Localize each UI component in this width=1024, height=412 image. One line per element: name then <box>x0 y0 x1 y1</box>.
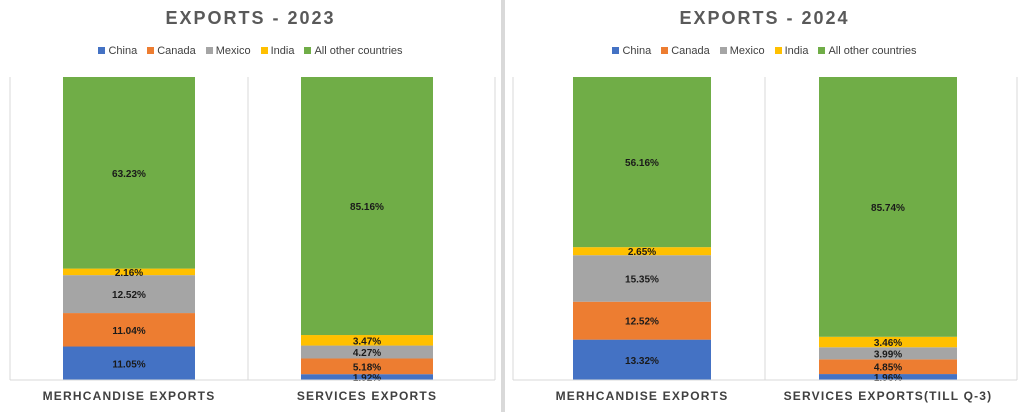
legend-swatch <box>260 47 268 54</box>
bar-segment-china <box>819 374 957 380</box>
data-label: 4.27% <box>353 348 381 359</box>
data-label: 11.05% <box>112 359 145 370</box>
chart-title: EXPORTS - 2024 <box>679 8 850 28</box>
legend-item-china: China <box>98 45 137 57</box>
data-label: 12.52% <box>625 317 659 328</box>
data-label: 11.04% <box>112 326 145 337</box>
bar-segment-all-other-countries <box>301 77 433 336</box>
legend-item-mexico: Mexico <box>205 45 251 57</box>
legend-label: All other countries <box>828 45 917 57</box>
legend-swatch <box>612 47 620 54</box>
legend-label: Mexico <box>215 45 251 57</box>
legend-swatch <box>304 47 312 54</box>
chart-legend: China Canada Mexico India All other countrie… <box>505 45 1024 57</box>
legend-label: Canada <box>157 45 196 57</box>
bar-segment-canada <box>573 301 711 340</box>
legend-swatch <box>818 47 826 54</box>
data-label: 2.65% <box>628 247 656 258</box>
chart-title: EXPORTS - 2023 <box>165 8 336 28</box>
legend-label: Mexico <box>729 45 765 57</box>
legend-label: China <box>108 45 138 57</box>
data-label: 3.46% <box>874 338 902 349</box>
legend-label: All other countries <box>314 45 403 57</box>
data-label: 63.23% <box>112 169 146 180</box>
bar-segment-india <box>301 335 433 346</box>
chart-legend: China Canada Mexico India All other countrie… <box>0 45 501 57</box>
bar-segment-india <box>573 247 711 256</box>
legend-swatch <box>719 47 727 54</box>
data-label: 85.74% <box>871 203 905 214</box>
bar-segment-all-other-countries <box>63 77 195 269</box>
data-label: 1.92% <box>353 373 381 384</box>
legend-label: India <box>270 45 295 57</box>
legend-label: China <box>622 45 652 57</box>
bar-segment-all-other-countries <box>819 77 957 337</box>
legend-item-all-other-countries: All other countries <box>818 45 917 57</box>
legend-item-india: India <box>774 45 809 57</box>
bar-segment-china <box>573 339 711 380</box>
data-label: 4.85% <box>874 363 902 374</box>
legend-item-mexico: Mexico <box>719 45 765 57</box>
data-label: 2.16% <box>115 268 143 279</box>
data-label: 13.32% <box>625 356 659 367</box>
chart-plot: 11.05% 11.04% 12.52% 2.16% 63.23% MERHCANDISE… <box>9 77 496 403</box>
legend-swatch <box>147 47 155 54</box>
data-label: 12.52% <box>112 290 146 301</box>
category-label: MERHCANDISE EXPORTS <box>43 389 216 403</box>
bar-segment-mexico <box>573 255 711 302</box>
bar-segment-canada <box>819 359 957 375</box>
chart-plot: 13.32% 12.52% 15.35% 2.65% 56.16% MERHCANDISE… <box>512 77 1018 403</box>
bar-segment-all-other-countries <box>573 77 711 248</box>
legend-item-canada: Canada <box>661 45 710 57</box>
data-label: 3.47% <box>353 336 381 347</box>
bar-segment-mexico <box>819 347 957 360</box>
bar-segment-canada <box>63 313 195 347</box>
bar-segment-mexico <box>63 275 195 314</box>
legend-item-all-other-countries: All other countries <box>304 45 403 57</box>
bar-segment-china <box>301 374 433 380</box>
legend-swatch <box>98 47 106 54</box>
bar-segment-india <box>819 336 957 348</box>
legend-swatch <box>205 47 213 54</box>
data-label: 56.16% <box>625 158 659 169</box>
data-label: 3.99% <box>874 349 902 360</box>
bar-segment-china <box>63 346 195 380</box>
category-label: MERHCANDISE EXPORTS <box>556 389 729 403</box>
category-label: SERVICES EXPORTS <box>297 389 437 403</box>
panel-divider <box>501 0 505 412</box>
legend-label: India <box>784 45 809 57</box>
chart-panel-2024: EXPORTS - 2024 China Canada Mexico India All… <box>505 0 1024 412</box>
bar-segment-india <box>63 268 195 276</box>
legend-swatch <box>661 47 669 54</box>
data-label: 1.96% <box>874 373 902 384</box>
data-label: 85.16% <box>350 202 384 213</box>
data-label: 15.35% <box>625 274 659 285</box>
bar-segment-canada <box>301 358 433 375</box>
legend-item-china: China <box>612 45 651 57</box>
data-label: 5.18% <box>353 362 381 373</box>
bar-segment-mexico <box>301 345 433 359</box>
legend-item-india: India <box>260 45 295 57</box>
legend-label: Canada <box>671 45 710 57</box>
legend-swatch <box>774 47 782 54</box>
legend-item-canada: Canada <box>147 45 196 57</box>
category-label: SERVICES EXPORTS(TILL Q-3) <box>784 389 993 403</box>
chart-panel-2023: EXPORTS - 2023 China Canada Mexico India All… <box>0 0 501 412</box>
